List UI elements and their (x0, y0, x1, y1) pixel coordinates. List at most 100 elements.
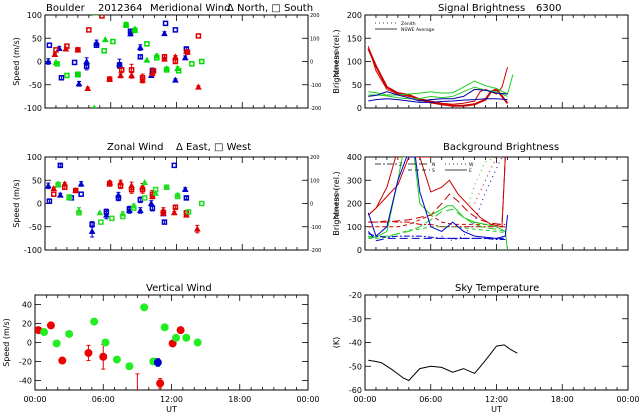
green-square-point (109, 215, 115, 222)
green-triangle-point (141, 179, 149, 186)
blue-square-point (183, 195, 190, 201)
meridional-plot-area (45, 15, 205, 108)
green-square-point (163, 67, 170, 73)
green-point (140, 303, 149, 312)
zonal-panel: -100 -50 0 50 100 Speed (m/s) -200 -100 0 100 200 S… (12, 153, 340, 255)
y-axis-label: Brightness (rel.) (332, 171, 341, 235)
green-triangle-point (143, 56, 151, 63)
vertical-plot-area (35, 303, 202, 404)
zonal-frame (44, 156, 309, 251)
meridional-title: Meridional Wind (150, 3, 230, 14)
red-N-line (368, 157, 506, 225)
y-tick-label: 100 (27, 153, 42, 162)
green-W-line (468, 157, 502, 204)
blue-1-line (368, 88, 508, 102)
red-square-point (106, 181, 113, 187)
blue-square-point (57, 162, 64, 169)
signal-wavelength: 6300 (536, 3, 561, 14)
legend-label: Z (399, 162, 402, 168)
green-square-point (110, 38, 116, 45)
y-tick-label: 0 (357, 104, 362, 113)
green-square-point (175, 68, 182, 74)
y-tick-label: 40 (22, 301, 32, 310)
blue-square-point (46, 198, 53, 204)
meridional-panel: -100 -50 0 50 100 Speed (m/s) -200 -100 0 100 200 S… (12, 11, 340, 113)
red-square-point (86, 27, 92, 33)
y-tick-label: 300 (347, 176, 362, 185)
red-point (99, 352, 108, 361)
y-axis-label: Brightness (rel.) (332, 29, 341, 93)
green-point (101, 338, 110, 347)
blue-square-point (115, 195, 122, 201)
red-W-line (474, 157, 502, 204)
red-square-point (184, 49, 191, 55)
signal-plot-area (367, 46, 514, 107)
x-tick-label: 12:00 (160, 395, 183, 404)
legend-label: E (469, 168, 472, 174)
y-tick-label: -20 (349, 291, 362, 300)
y-tick-label: 400 (347, 153, 362, 162)
red-square-point (106, 76, 113, 82)
right-y-tick-label: 200 (310, 13, 320, 19)
blue-square-point (172, 27, 179, 33)
red-triangle-point (195, 83, 202, 90)
red-square-point (160, 210, 167, 216)
blue-square-point (103, 209, 110, 215)
y-tick-label: 200 (347, 11, 362, 20)
red-triangle-point (170, 209, 178, 216)
right-y-tick-label: -100 (310, 83, 321, 89)
sky-temp-line (368, 344, 518, 382)
background-panel: 0 100 200 300 400 Brightness (rel.) Z NS WE (332, 153, 629, 255)
green-1-line (368, 74, 514, 96)
skytemp-plot-area (368, 344, 518, 382)
y-tick-label: 50 (352, 81, 362, 90)
blue-W-line (441, 157, 503, 242)
red-square-point (72, 187, 79, 194)
green-square-point (64, 72, 70, 79)
skytemp-title: Sky Temperature (455, 283, 539, 294)
signal-panel: 0 50 100 150 200 Brightness (rel.) ZenithNSWE … (332, 11, 629, 113)
blue-square-point (71, 59, 78, 66)
zonal-legend-text: Δ East, □ West (176, 142, 251, 153)
green-triangle-point (152, 189, 160, 196)
x-tick-label: 06:00 (419, 395, 442, 404)
red-2-line (367, 46, 508, 105)
blue-triangle-point (161, 30, 168, 37)
red-square-point (139, 75, 146, 81)
blue-square-point (149, 205, 156, 211)
y-axis-label: Speed (m/s) (2, 318, 11, 367)
red-square-point (51, 191, 57, 197)
red-1-line (367, 48, 509, 107)
red-E-line (367, 157, 431, 216)
red-point (133, 396, 141, 404)
blue-triangle-point (172, 76, 179, 83)
green-triangle-point (92, 104, 97, 108)
y-tick-label: -40 (349, 339, 362, 348)
blue-triangle-point (181, 54, 189, 61)
blue-square-point (162, 20, 169, 27)
right-y-tick-label: 0 (310, 202, 313, 208)
blue-square-point (89, 221, 95, 228)
green-point (182, 333, 191, 342)
legend-label: W (469, 162, 474, 168)
y-tick-label: 20 (22, 320, 32, 329)
zonal-plot-area (45, 162, 205, 238)
legend-label: S (432, 168, 435, 174)
green-point (125, 362, 134, 371)
green-square-point (154, 55, 160, 61)
blue-triangle-point (136, 206, 144, 213)
green-square-point (101, 48, 107, 54)
x-tick-label: 12:00 (485, 395, 508, 404)
x-tick-label: 18:00 (228, 395, 251, 404)
header-site: Boulder (46, 3, 86, 14)
red-triangle-point (51, 50, 59, 58)
blue-2-line (368, 98, 508, 103)
y-tick-label: 150 (347, 34, 362, 43)
y-tick-label: 0 (37, 200, 42, 209)
x-tick-label: 00:00 (353, 395, 376, 404)
green-point (112, 355, 121, 364)
green-point (172, 333, 181, 342)
blue-square-point (83, 63, 90, 69)
blue-triangle-point (136, 44, 144, 51)
